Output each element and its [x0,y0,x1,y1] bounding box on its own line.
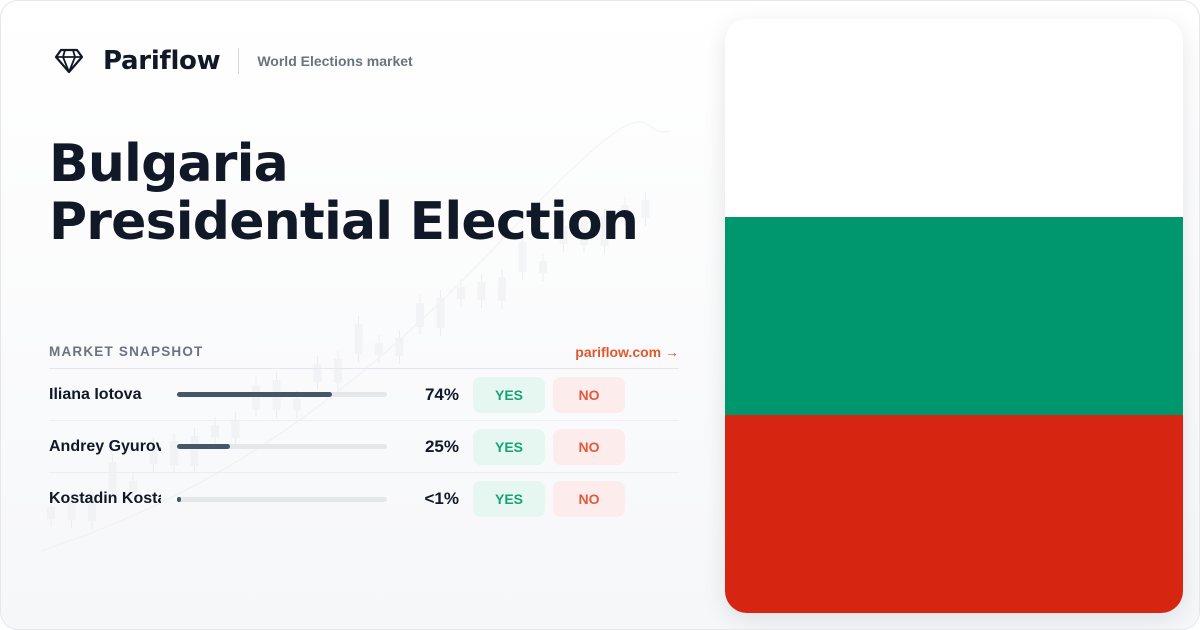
probability-bar [177,444,387,449]
decor-candle [88,497,96,521]
decor-candle [149,446,158,464]
decor-candle [416,303,424,327]
header-divider [238,48,240,74]
title-line-1: Bulgaria [49,134,289,194]
decor-candle [498,277,506,301]
title-line-2: Presidential Election [49,192,639,252]
brand-name: Pariflow [103,46,221,76]
diamond-icon [53,45,85,77]
decor-candle [170,441,178,465]
decor-candle [641,200,650,218]
flag-stripe-white [725,19,1183,217]
decor-candle [436,298,445,328]
decor-candle [47,507,55,519]
yes-button[interactable]: YES [473,428,545,465]
probability-percent: 25% [424,436,459,456]
brand-header: Pariflow World Elections market [53,41,413,81]
decor-candle [313,364,322,382]
decor-candle [395,338,404,356]
decor-candle [211,425,219,437]
flag-stripe-red [725,415,1183,613]
page-title: Bulgaria Presidential Election [49,135,689,251]
decor-candle [477,282,486,300]
probability-bar [177,496,387,502]
decor-candle [334,359,342,383]
probability-bar-fill [177,444,230,449]
snapshot-heading: MARKET SNAPSHOT [49,344,204,359]
candidate-row: Iliana Iotova 74% YES NO [49,369,679,421]
decor-candle [375,343,383,355]
decor-candle [190,436,199,466]
decor-candle [559,226,568,244]
decor-candle [293,399,301,411]
yes-button[interactable]: YES [473,481,545,517]
candidate-name: Iliana Iotova [49,385,142,403]
market-label: World Elections market [257,53,413,69]
decor-candle [231,420,240,438]
probability-bar-fill [177,496,181,502]
decor-candle [129,481,137,493]
market-snapshot: MARKET SNAPSHOT pariflow.com → Iliana Io… [49,341,679,525]
decor-trendline [40,121,671,552]
probability-percent: 74% [424,384,459,404]
decor-candle [621,205,629,217]
no-button[interactable]: NO [553,428,625,465]
decor-candle [518,242,527,272]
candidate-row: Andrey Gyurov 25% YES NO [49,421,679,473]
pariflow-link[interactable]: pariflow.com → [575,343,679,360]
decor-candle [580,221,588,245]
flag-stripe-green [725,217,1183,415]
probability-bar [177,392,387,397]
no-button[interactable]: NO [553,481,625,517]
snapshot-header: MARKET SNAPSHOT pariflow.com → [49,341,679,369]
yes-button[interactable]: YES [473,376,545,413]
candidate-name: Kostadin Kostadinov [49,490,161,507]
decor-candle [354,324,363,354]
bulgaria-flag [725,19,1183,613]
decor-candle [252,385,260,409]
candidate-name: Andrey Gyurov [49,437,161,455]
decor-candle [67,502,76,520]
no-button[interactable]: NO [553,376,625,413]
decor-candle [457,287,465,299]
candidate-row: Kostadin Kostadinov <1% YES NO [49,473,679,525]
probability-bar-fill [177,392,333,397]
decor-candle [539,261,547,273]
decor-candle [108,462,117,492]
background-candlestick-decoration [40,121,671,552]
probability-percent: <1% [424,489,460,508]
decor-candle [600,216,609,246]
